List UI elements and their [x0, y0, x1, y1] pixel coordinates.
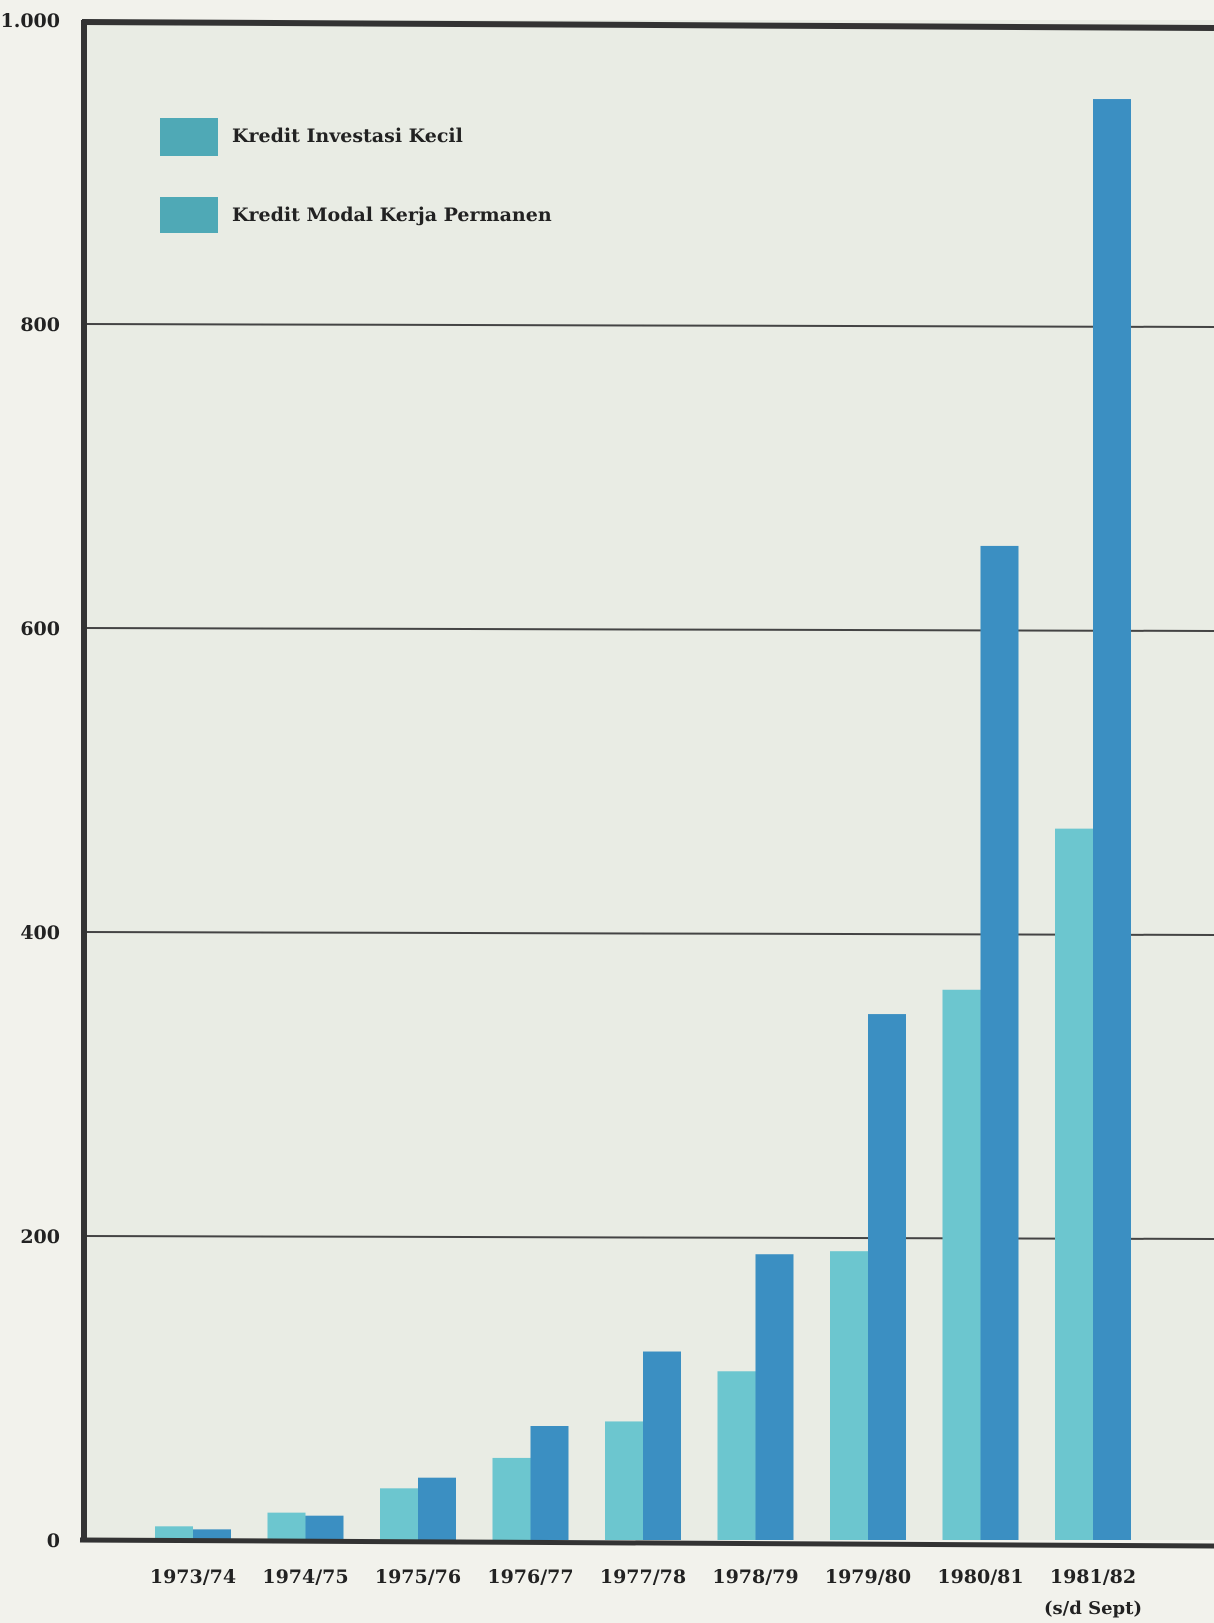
bar-kredit-investasi-kecil: [942, 989, 981, 1540]
gridline: [83, 931, 1214, 936]
x-tick-label: 1974/75: [262, 1566, 348, 1588]
legend-label-kmkp: Kredit Modal Kerja Permanen: [232, 204, 552, 226]
bar-kredit-investasi-kecil: [155, 1526, 193, 1540]
legend-label-kik: Kredit Investasi Kecil: [232, 125, 463, 147]
bar-kredit-investasi-kecil: [380, 1488, 418, 1540]
x-tick-note: (s/d Sept): [1044, 1598, 1142, 1619]
y-tick-label: 600: [20, 618, 60, 640]
bar-kredit-modal-kerja-permanen: [980, 545, 1019, 1540]
y-tick-label: 200: [20, 1226, 60, 1248]
legend-swatch-kmkp: [160, 197, 218, 233]
bar-kredit-investasi-kecil: [267, 1512, 306, 1540]
bar-kredit-modal-kerja-permanen: [305, 1515, 344, 1540]
y-tick-label: 0: [47, 1530, 60, 1552]
x-tick-label: 1976/77: [487, 1566, 573, 1588]
top-border-line: [81, 19, 1214, 31]
x-axis-ticks: 1973/74 1974/75 1975/76 1976/77 1977/78 1978/…: [150, 1566, 1142, 1619]
bar-kredit-investasi-kecil: [830, 1251, 868, 1540]
bar-kredit-investasi-kecil: [492, 1457, 531, 1540]
bar-kredit-investasi-kecil: [717, 1371, 756, 1540]
gridlines: [83, 323, 1214, 1240]
y-tick-label: 1.000: [1, 10, 61, 32]
y-tick-label: 800: [20, 314, 60, 336]
plot-background: [84, 20, 1214, 1540]
gridline: [83, 323, 1214, 328]
gridline: [83, 1235, 1214, 1240]
x-tick-label: 1973/74: [150, 1566, 236, 1588]
x-tick-label: 1979/80: [825, 1566, 911, 1588]
bar-kredit-investasi-kecil: [1055, 828, 1093, 1540]
bars: [155, 99, 1131, 1540]
legend-swatch-kik: [160, 118, 218, 156]
x-tick-label: 1981/82: [1050, 1566, 1136, 1588]
y-tick-label: 400: [20, 922, 60, 944]
bar-kredit-modal-kerja-permanen: [418, 1477, 456, 1540]
bar-kredit-modal-kerja-permanen: [868, 1014, 906, 1540]
plot-frame: [79, 19, 1214, 1549]
bar-kredit-modal-kerja-permanen: [755, 1254, 794, 1540]
y-axis-ticks: 0 200 400 600 800 1.000: [1, 10, 61, 1552]
bar-kredit-modal-kerja-permanen: [193, 1529, 231, 1540]
x-tick-label: 1980/81: [937, 1566, 1023, 1588]
bar-kredit-investasi-kecil: [605, 1421, 643, 1540]
bar-kredit-modal-kerja-permanen: [530, 1426, 569, 1540]
x-tick-label: 1978/79: [712, 1566, 798, 1588]
bar-kredit-modal-kerja-permanen: [643, 1351, 681, 1540]
legend: Kredit Investasi Kecil Kredit Modal Kerj…: [160, 118, 552, 233]
gridline: [83, 627, 1214, 632]
x-tick-label: 1977/78: [600, 1566, 686, 1588]
bar-kredit-modal-kerja-permanen: [1093, 99, 1131, 1540]
x-axis-line: [79, 1537, 1214, 1549]
x-tick-label: 1975/76: [375, 1566, 461, 1588]
